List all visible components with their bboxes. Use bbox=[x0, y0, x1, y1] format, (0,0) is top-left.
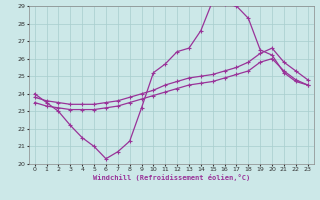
X-axis label: Windchill (Refroidissement éolien,°C): Windchill (Refroidissement éolien,°C) bbox=[92, 174, 250, 181]
